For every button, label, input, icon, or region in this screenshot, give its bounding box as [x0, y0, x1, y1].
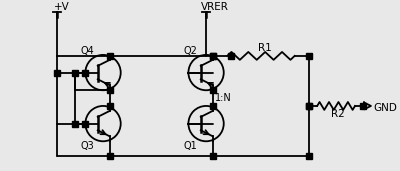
Text: R2: R2	[331, 109, 345, 119]
Text: Q1: Q1	[184, 141, 197, 151]
Text: Q4: Q4	[80, 46, 94, 56]
Text: Q3: Q3	[80, 141, 94, 151]
Text: +V: +V	[54, 2, 70, 12]
Text: VRER: VRER	[201, 2, 229, 12]
Text: 1:N: 1:N	[215, 93, 232, 103]
Text: GND: GND	[373, 103, 397, 113]
Text: R1: R1	[258, 43, 272, 53]
Text: Q2: Q2	[184, 46, 197, 56]
